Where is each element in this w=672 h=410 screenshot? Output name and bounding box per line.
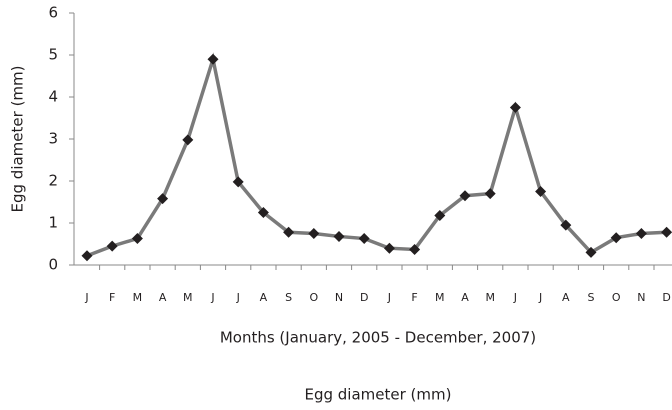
x-tick-label: F (109, 291, 115, 304)
x-tick-label: J (513, 291, 517, 304)
marker (459, 190, 471, 202)
marker (635, 228, 647, 239)
marker (182, 134, 194, 146)
marker (509, 102, 521, 113)
y-tick-label: 1 (48, 214, 58, 232)
marker (585, 246, 597, 258)
marker (484, 188, 496, 200)
marker (232, 176, 244, 188)
x-tick-label: J (387, 291, 391, 304)
marker (81, 250, 93, 262)
marker (661, 226, 672, 238)
x-tick-label: J (538, 291, 542, 304)
x-tick-label: M (183, 291, 193, 304)
marker (383, 242, 395, 254)
marker (358, 233, 370, 245)
marker (283, 226, 295, 238)
marker (535, 186, 547, 197)
x-tick-label: J (210, 291, 214, 304)
x-tick-label: M (435, 291, 445, 304)
x-tick-label: F (411, 291, 417, 304)
marker (333, 230, 345, 242)
marker (207, 53, 219, 65)
y-tick-label: 3 (48, 130, 58, 148)
x-tick-label: S (588, 291, 595, 304)
x-tick-label: O (309, 291, 318, 304)
marker (157, 193, 169, 205)
marker (434, 209, 446, 221)
x-tick-label: J (236, 291, 240, 304)
x-tick-label: S (285, 291, 292, 304)
x-tick-label: J (84, 291, 88, 304)
y-tick-label: 4 (48, 88, 58, 106)
x-tick-label: D (360, 291, 368, 304)
x-tick-label: N (637, 291, 645, 304)
x-tick-label: A (461, 291, 469, 304)
x-tick-label: N (335, 291, 343, 304)
y-axis-label: Egg diameter (mm) (9, 66, 27, 213)
x-tick-label: M (485, 291, 495, 304)
x-tick-label: A (159, 291, 167, 304)
marker (610, 232, 622, 244)
marker (560, 219, 572, 231)
y-tick-label: 0 (48, 256, 58, 274)
x-tick-label: M (133, 291, 143, 304)
x-axis-label: Months (January, 2005 - December, 2007) (220, 329, 536, 347)
x-tick-label: O (612, 291, 621, 304)
marker (257, 207, 269, 218)
x-tick-label: A (260, 291, 268, 304)
x-tick-label: A (562, 291, 570, 304)
marker (131, 233, 143, 245)
y-tick-label: 6 (48, 4, 58, 22)
line (86, 52, 667, 258)
y-tick-label: 5 (48, 46, 58, 64)
y-tick-label: 2 (48, 172, 58, 190)
marker (409, 243, 421, 255)
legend-label: Egg diameter (mm) (305, 386, 452, 404)
marker (308, 228, 320, 239)
x-tick-label: D (662, 291, 670, 304)
marker (106, 240, 118, 252)
